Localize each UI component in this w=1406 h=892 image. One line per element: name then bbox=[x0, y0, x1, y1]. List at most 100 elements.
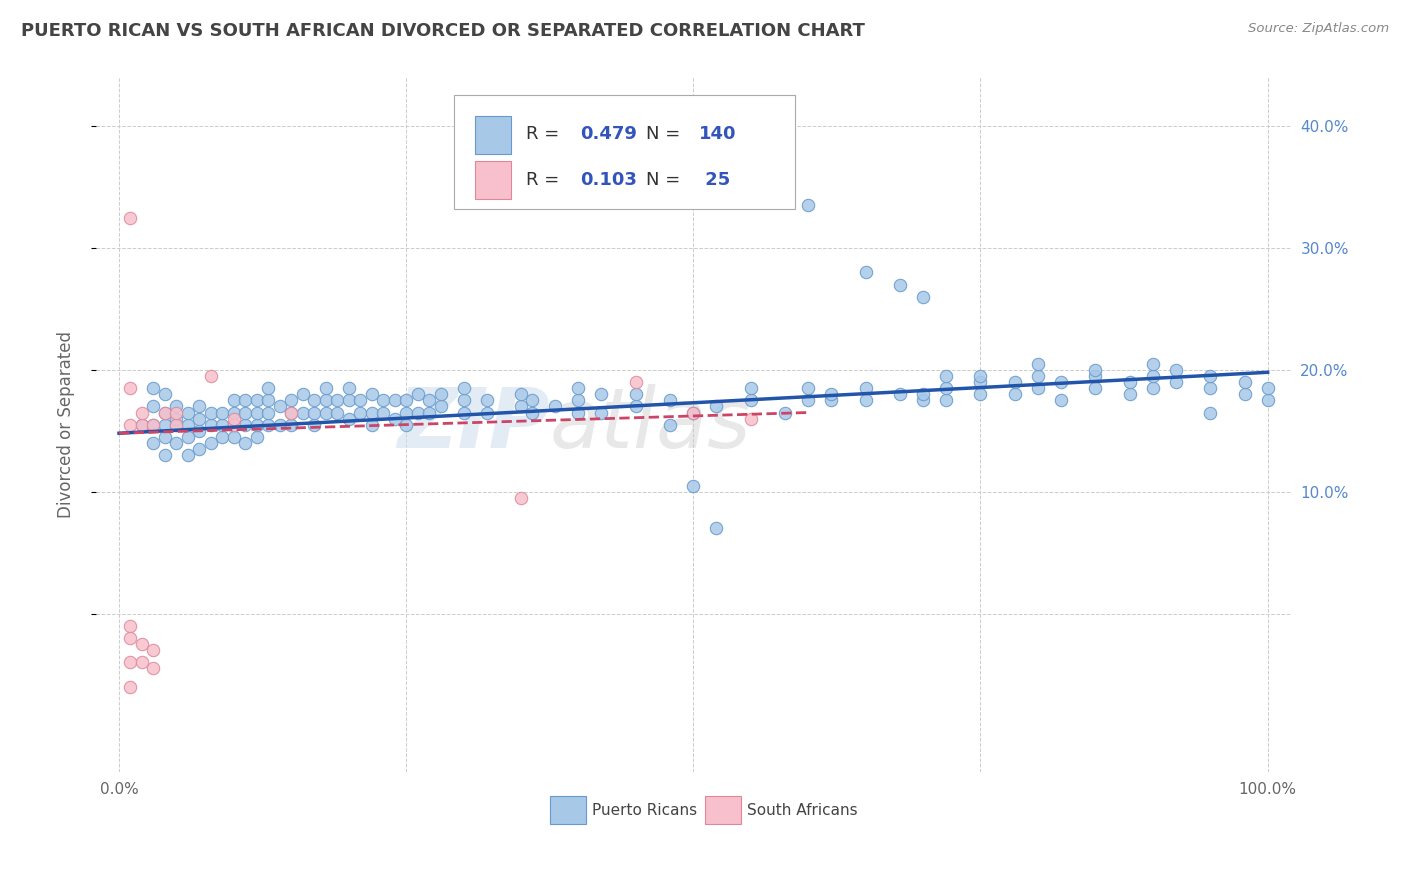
Point bbox=[177, 405, 200, 419]
Point bbox=[291, 387, 314, 401]
Point bbox=[120, 417, 142, 432]
Point bbox=[246, 417, 269, 432]
Point bbox=[591, 387, 613, 401]
Point bbox=[142, 400, 165, 414]
Point bbox=[131, 417, 153, 432]
Point bbox=[1119, 387, 1142, 401]
Point bbox=[246, 393, 269, 408]
Text: 25: 25 bbox=[699, 170, 731, 188]
Text: N =: N = bbox=[645, 170, 686, 188]
Text: PUERTO RICAN VS SOUTH AFRICAN DIVORCED OR SEPARATED CORRELATION CHART: PUERTO RICAN VS SOUTH AFRICAN DIVORCED O… bbox=[21, 22, 865, 40]
Point bbox=[200, 405, 222, 419]
Point bbox=[177, 448, 200, 462]
Point bbox=[1142, 381, 1164, 395]
Point bbox=[429, 400, 451, 414]
Point bbox=[935, 368, 957, 383]
Point bbox=[142, 661, 165, 675]
Point bbox=[360, 387, 382, 401]
Point bbox=[1164, 363, 1187, 377]
Point bbox=[1026, 381, 1049, 395]
Text: 0.103: 0.103 bbox=[579, 170, 637, 188]
Point bbox=[120, 619, 142, 633]
Point bbox=[1164, 375, 1187, 389]
Point bbox=[1026, 357, 1049, 371]
Point bbox=[131, 405, 153, 419]
Point bbox=[682, 478, 704, 492]
Point bbox=[855, 393, 877, 408]
Point bbox=[395, 405, 418, 419]
Point bbox=[257, 393, 280, 408]
Point bbox=[510, 387, 533, 401]
Point bbox=[280, 393, 302, 408]
Point bbox=[740, 381, 762, 395]
Text: atlas: atlas bbox=[550, 384, 752, 466]
Point bbox=[740, 393, 762, 408]
Point bbox=[1004, 387, 1026, 401]
Point bbox=[360, 405, 382, 419]
Point bbox=[153, 448, 176, 462]
Point bbox=[269, 417, 291, 432]
Point bbox=[406, 405, 429, 419]
Point bbox=[1084, 363, 1107, 377]
Point bbox=[153, 405, 176, 419]
Point bbox=[142, 436, 165, 450]
Text: ZIP: ZIP bbox=[398, 384, 550, 466]
Point bbox=[269, 400, 291, 414]
Point bbox=[418, 405, 440, 419]
Point bbox=[165, 436, 187, 450]
Point bbox=[233, 417, 256, 432]
Point bbox=[337, 411, 360, 425]
Point bbox=[120, 631, 142, 645]
Point bbox=[222, 411, 245, 425]
Y-axis label: Divorced or Separated: Divorced or Separated bbox=[58, 331, 75, 518]
Point bbox=[280, 405, 302, 419]
Point bbox=[211, 430, 233, 444]
Point bbox=[373, 393, 395, 408]
Point bbox=[1142, 357, 1164, 371]
Point bbox=[200, 436, 222, 450]
Point bbox=[935, 393, 957, 408]
Point bbox=[142, 417, 165, 432]
Point bbox=[510, 491, 533, 505]
Point bbox=[969, 368, 991, 383]
Point bbox=[120, 381, 142, 395]
Point bbox=[911, 290, 934, 304]
Point bbox=[326, 393, 349, 408]
Point bbox=[453, 381, 475, 395]
Point bbox=[522, 393, 544, 408]
Point bbox=[475, 405, 498, 419]
Point bbox=[704, 400, 727, 414]
Point bbox=[1004, 375, 1026, 389]
Point bbox=[1199, 368, 1222, 383]
Point bbox=[153, 430, 176, 444]
Point bbox=[233, 393, 256, 408]
Point bbox=[153, 387, 176, 401]
Point bbox=[326, 405, 349, 419]
Point bbox=[304, 417, 326, 432]
Point bbox=[889, 387, 911, 401]
Point bbox=[222, 417, 245, 432]
Point bbox=[797, 381, 820, 395]
Point bbox=[177, 417, 200, 432]
Point bbox=[349, 393, 371, 408]
Point bbox=[246, 405, 269, 419]
Point bbox=[624, 387, 647, 401]
Bar bbox=[550, 797, 586, 824]
Point bbox=[211, 417, 233, 432]
Point bbox=[373, 405, 395, 419]
Point bbox=[1257, 393, 1279, 408]
Point bbox=[153, 405, 176, 419]
Point bbox=[797, 198, 820, 212]
Point bbox=[659, 417, 682, 432]
Point bbox=[567, 405, 589, 419]
Point bbox=[820, 387, 842, 401]
Point bbox=[475, 393, 498, 408]
Point bbox=[624, 400, 647, 414]
Point bbox=[304, 405, 326, 419]
Point bbox=[177, 430, 200, 444]
Point bbox=[522, 405, 544, 419]
Point bbox=[418, 393, 440, 408]
Point bbox=[889, 277, 911, 292]
Point bbox=[280, 405, 302, 419]
Point bbox=[567, 381, 589, 395]
